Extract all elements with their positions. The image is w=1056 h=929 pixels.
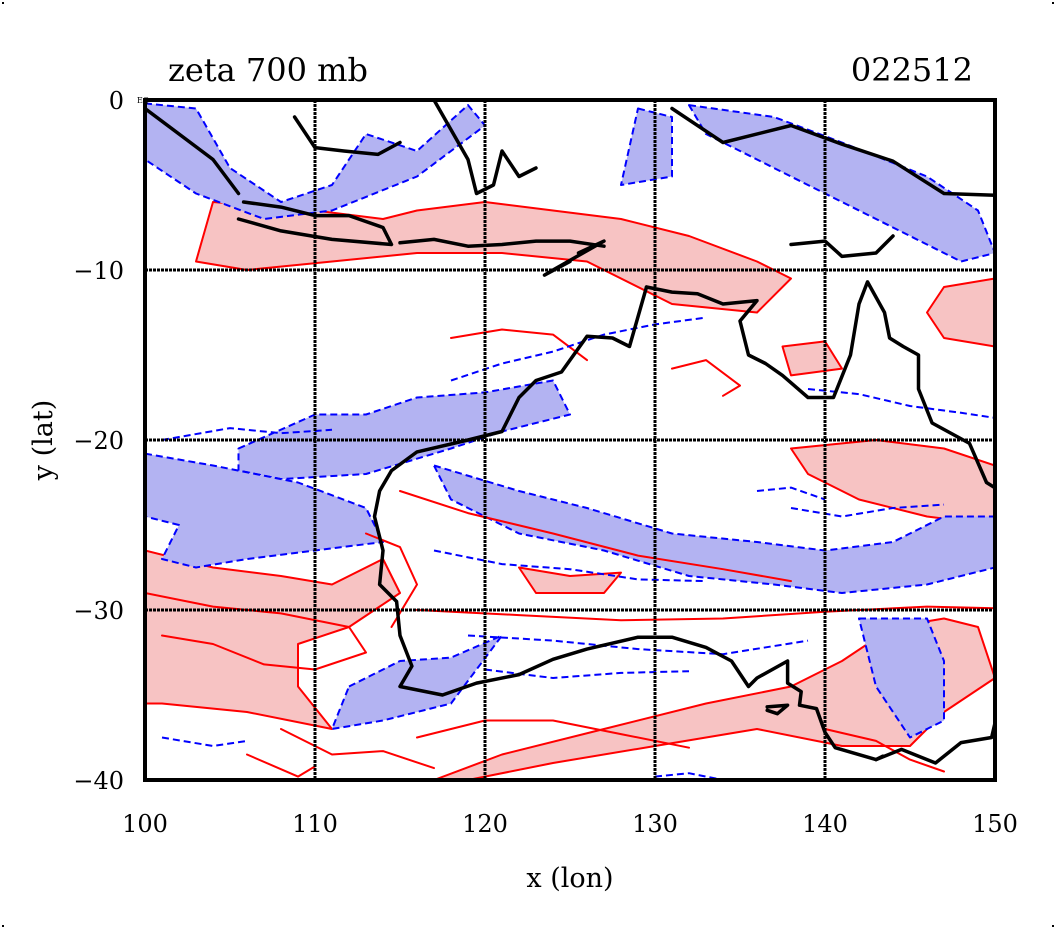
positive-contour-line [416, 605, 995, 622]
x-tick-label: 150 [972, 810, 1018, 838]
positive-contour-line [416, 719, 690, 749]
positive-contour-line [671, 359, 741, 397]
plot-content [145, 100, 995, 780]
coastline [644, 280, 995, 490]
x-tick-label: 120 [462, 810, 508, 838]
positive-contour-line [365, 532, 418, 628]
y-tick-label: −20 [73, 427, 124, 455]
positive-contour-line [824, 728, 945, 773]
negative-vorticity-region [620, 107, 673, 186]
negative-fill-layer [145, 102, 995, 739]
coastline [670, 106, 995, 197]
positive-contour-line [280, 728, 435, 770]
negative-vorticity-region [433, 464, 995, 594]
negative-contour-line [756, 486, 826, 501]
negative-contour-line [807, 388, 995, 419]
coastline [874, 754, 885, 762]
positive-vorticity-region [195, 201, 792, 314]
corner-mark-bottom-right [1052, 925, 1054, 927]
plot-frame [143, 98, 997, 782]
x-tick-label: 140 [802, 810, 848, 838]
title-left: zeta 700 mb [168, 51, 368, 89]
y-axis-title: y (lat) [28, 400, 59, 482]
y-tick-label: 0 [109, 87, 124, 115]
positive-vorticity-region [518, 566, 622, 594]
positive-contour-layer [145, 328, 995, 778]
coastline [765, 703, 790, 716]
coastline [236, 200, 394, 247]
coastline [789, 234, 895, 259]
y-tick-label: −40 [73, 767, 124, 795]
positive-vorticity-region [145, 549, 401, 730]
coastline [292, 115, 402, 157]
corner-mark-bottom-left [2, 925, 4, 927]
tick-labels: 100 110 120 130 140 150 0 −10 −20 −30 −40 [73, 87, 1018, 838]
x-tick-label: 110 [292, 810, 338, 838]
equator-label: EQ [137, 96, 150, 105]
positive-vorticity-region [781, 340, 843, 377]
negative-vorticity-region [858, 617, 945, 739]
corner-mark-top-right [1052, 2, 1054, 4]
coastline [432, 100, 538, 196]
negative-contour-line [161, 427, 333, 441]
negative-contour-line [467, 634, 809, 656]
negative-contour-layer [161, 316, 995, 780]
corner-mark-top-left [2, 2, 4, 4]
coastline [398, 237, 606, 248]
x-tick-label: 100 [122, 810, 168, 838]
negative-vorticity-region [331, 634, 503, 730]
negative-contour-line [654, 772, 724, 780]
y-tick-label: −10 [73, 257, 124, 285]
positive-vorticity-region [926, 277, 995, 348]
negative-contour-line [433, 549, 707, 583]
negative-contour-line [790, 503, 945, 518]
negative-vorticity-region [145, 452, 384, 569]
x-tick-label: 130 [632, 810, 678, 838]
negative-contour-line [161, 736, 248, 747]
coastline [145, 106, 241, 196]
gridlines [145, 100, 995, 780]
y-tick-label: −30 [73, 597, 124, 625]
x-axis-title: x (lon) [526, 863, 613, 894]
positive-contour-line [246, 753, 316, 778]
positive-contour-line [450, 328, 588, 362]
positive-contour-line [399, 490, 792, 583]
negative-vorticity-region [145, 102, 486, 220]
title-right: 022512 [851, 51, 973, 89]
negative-contour-line [450, 316, 707, 382]
positive-vorticity-region [433, 617, 995, 780]
